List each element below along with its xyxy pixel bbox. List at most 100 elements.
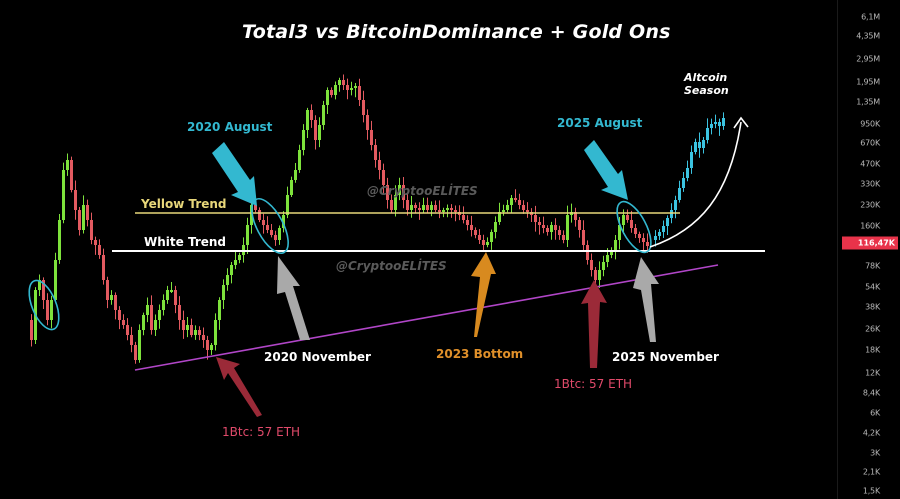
price-tick: 1,95M bbox=[856, 77, 880, 87]
bull-candle bbox=[494, 222, 497, 232]
bear-candle bbox=[314, 120, 317, 140]
bear-candle bbox=[454, 210, 457, 212]
price-tick: 38K bbox=[865, 302, 880, 312]
arrow-2020-august-icon bbox=[212, 142, 257, 206]
price-tick: 2,95M bbox=[856, 54, 880, 64]
bear-candle bbox=[266, 225, 269, 230]
bear-candle bbox=[118, 310, 121, 320]
support-trend-line bbox=[134, 264, 719, 371]
price-tick: 1,5K bbox=[862, 486, 880, 496]
bear-candle bbox=[182, 320, 185, 330]
bear-candle bbox=[582, 230, 585, 245]
bull-candle bbox=[682, 178, 685, 188]
price-tick: 54K bbox=[865, 282, 880, 292]
bull-candle bbox=[658, 232, 661, 236]
bear-candle bbox=[386, 185, 389, 200]
bull-candle bbox=[338, 80, 341, 85]
bear-candle bbox=[390, 200, 393, 210]
bear-candle bbox=[638, 234, 641, 238]
bull-candle bbox=[670, 210, 673, 218]
label-2025-november: 2025 November bbox=[612, 350, 719, 364]
price-tick: 4,2K bbox=[862, 428, 880, 438]
bull-candle bbox=[354, 86, 357, 88]
bear-candle bbox=[514, 198, 517, 200]
bull-candle bbox=[410, 205, 413, 210]
bear-candle bbox=[254, 205, 257, 210]
bull-candle bbox=[186, 325, 189, 330]
bull-candle bbox=[722, 118, 725, 126]
bull-candle bbox=[38, 280, 41, 290]
highlight-ellipse-2025 bbox=[616, 200, 652, 254]
bear-candle bbox=[98, 245, 101, 255]
price-tick: 12K bbox=[865, 368, 880, 378]
bull-candle bbox=[142, 315, 145, 330]
price-tick: 8,4K bbox=[862, 388, 880, 398]
bull-candle bbox=[146, 305, 149, 315]
bear-candle bbox=[414, 205, 417, 208]
price-tick: 26K bbox=[865, 324, 880, 334]
bear-candle bbox=[150, 305, 153, 330]
bear-candle bbox=[126, 325, 129, 335]
bull-candle bbox=[58, 220, 61, 260]
highlight-ellipse-left bbox=[28, 279, 60, 331]
bull-candle bbox=[614, 240, 617, 250]
bull-candle bbox=[566, 215, 569, 240]
bear-candle bbox=[370, 130, 373, 145]
price-tick: 6K bbox=[870, 408, 880, 418]
bear-candle bbox=[190, 325, 193, 335]
bull-candle bbox=[442, 210, 445, 212]
bear-candle bbox=[342, 80, 345, 85]
bull-candle bbox=[674, 200, 677, 210]
bull-candle bbox=[214, 320, 217, 345]
bull-candle bbox=[138, 330, 141, 360]
bull-candle bbox=[714, 122, 717, 124]
price-tick: 470K bbox=[860, 159, 880, 169]
bull-candle bbox=[690, 152, 693, 168]
arrow-2023-bottom-icon bbox=[471, 252, 496, 337]
bull-candle bbox=[54, 260, 57, 300]
bear-candle bbox=[90, 220, 93, 240]
bear-candle bbox=[206, 340, 209, 350]
bear-candle bbox=[202, 335, 205, 340]
bull-candle bbox=[398, 185, 401, 195]
label-altcoin-season: Altcoin Season bbox=[684, 71, 729, 97]
bear-candle bbox=[698, 142, 701, 148]
price-tick: 670K bbox=[860, 138, 880, 148]
bear-candle bbox=[330, 90, 333, 95]
price-tick: 230K bbox=[860, 200, 880, 210]
bear-candle bbox=[546, 228, 549, 232]
label-btc-eth-left: 1Btc: 57 ETH bbox=[222, 425, 301, 439]
bear-candle bbox=[310, 110, 313, 120]
bear-candle bbox=[78, 210, 81, 230]
bear-candle bbox=[198, 330, 201, 335]
bull-candle bbox=[238, 255, 241, 260]
bear-candle bbox=[366, 115, 369, 130]
bull-candle bbox=[306, 110, 309, 130]
chart-title: Total3 vs BitcoinDominance + Gold Ons bbox=[242, 21, 671, 43]
bull-candle bbox=[490, 232, 493, 242]
bull-candle bbox=[166, 290, 169, 300]
bull-candle bbox=[290, 180, 293, 195]
bull-candle bbox=[422, 205, 425, 210]
bull-candle bbox=[302, 130, 305, 150]
bear-candle bbox=[178, 305, 181, 320]
bear-candle bbox=[554, 225, 557, 230]
bear-candle bbox=[590, 260, 593, 270]
watermark: @CryptooELİTES bbox=[367, 184, 478, 198]
bear-candle bbox=[42, 280, 45, 300]
price-axis[interactable]: 6,1M 4,35M 2,95M 1,95M 1,35M 950K 670K 470K 330K… bbox=[837, 0, 900, 499]
bear-candle bbox=[586, 245, 589, 260]
bull-candle bbox=[318, 125, 321, 140]
bull-candle bbox=[66, 160, 69, 170]
bull-candle bbox=[286, 195, 289, 215]
bear-candle bbox=[522, 205, 525, 210]
bear-candle bbox=[258, 210, 261, 220]
arrow-head-icon bbox=[733, 116, 749, 129]
bear-candle bbox=[538, 222, 541, 225]
arrow-2020-november-icon bbox=[277, 256, 310, 340]
bull-candle bbox=[226, 275, 229, 285]
bull-candle bbox=[702, 140, 705, 148]
bear-candle bbox=[374, 145, 377, 160]
bear-candle bbox=[346, 85, 349, 90]
yellow-trend-label: Yellow Trend bbox=[141, 197, 227, 211]
